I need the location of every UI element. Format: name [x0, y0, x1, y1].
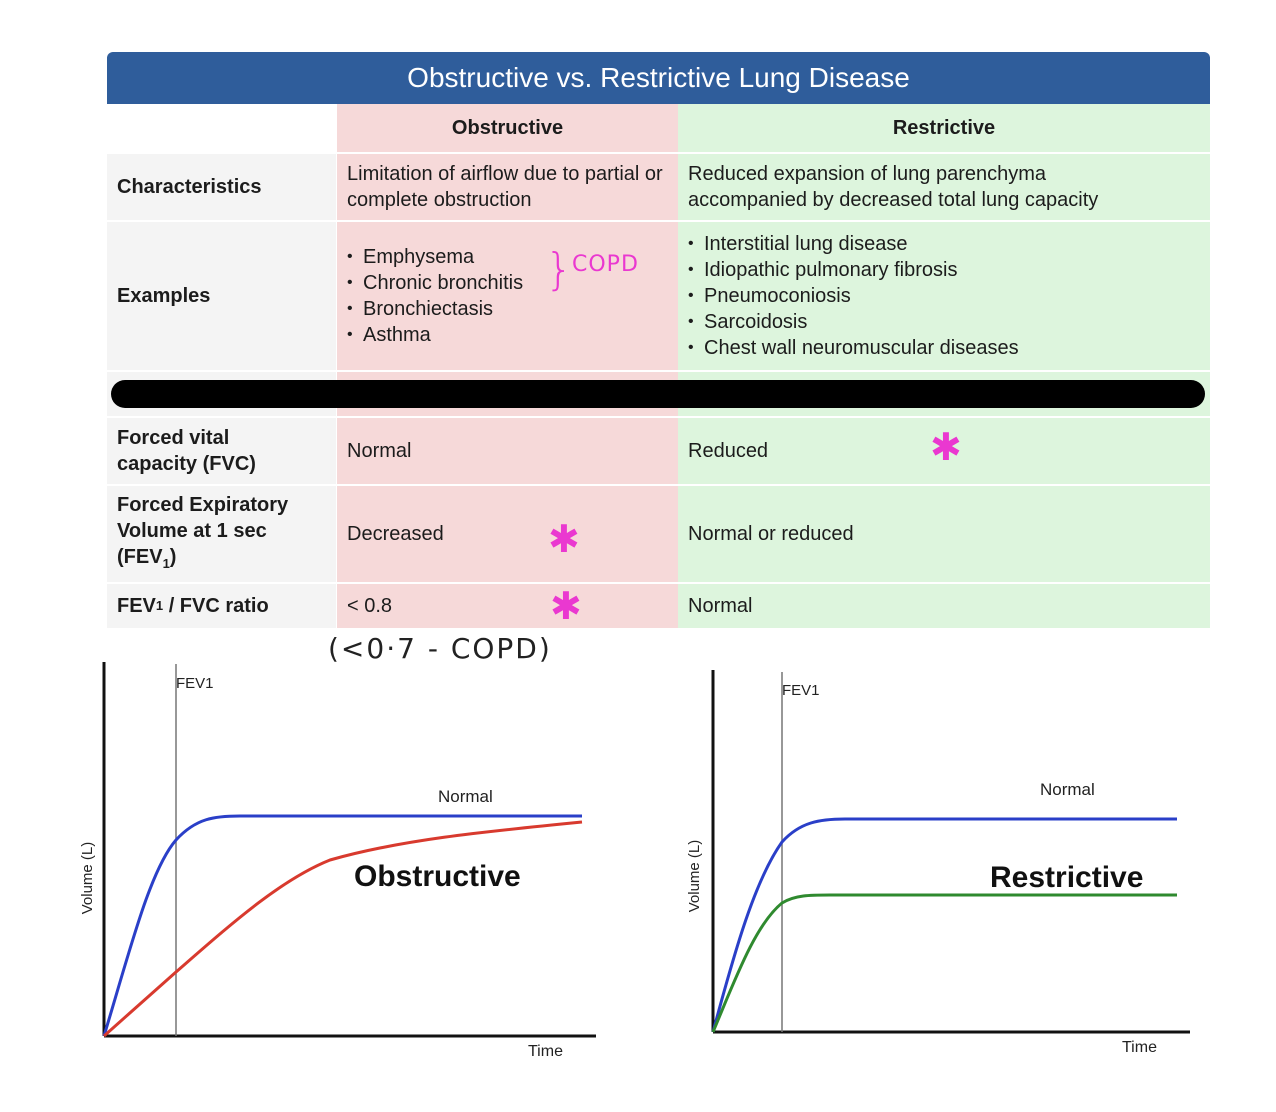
examples-obstructive: Emphysema Chronic bronchitis Bronchiecta… — [337, 222, 678, 370]
list-item: Pneumoconiosis — [688, 283, 1019, 309]
list-item: Chronic bronchitis — [347, 270, 523, 296]
fev1-label-line3: (FEV1) — [117, 545, 177, 571]
ratio-star-mark: ✱ — [550, 584, 582, 628]
list-item: Bronchiectasis — [347, 296, 523, 322]
restrictive-curve — [711, 893, 1177, 1033]
normal-curve-label: Normal — [438, 787, 493, 806]
condition-label: Restrictive — [990, 861, 1143, 894]
fvc-label-line1: Forced vital — [117, 427, 230, 449]
y-axis-label: Volume (L) — [79, 842, 96, 915]
ratio-restrictive: Normal — [678, 584, 1210, 628]
fev1-label-line1: Forced Expiratory — [117, 493, 289, 516]
fvc-restrictive: Reduced — [678, 418, 1210, 484]
row-label-ratio: FEV 1 / FVC ratio — [107, 584, 336, 628]
list-item: Chest wall neuromuscular diseases — [688, 335, 1019, 361]
row-label-examples: Examples — [107, 222, 336, 370]
fev1-obstructive: Decreased — [337, 486, 678, 582]
row-label-fvc: Forced vital capacity (FVC) — [107, 418, 336, 484]
obstructive-diagram: FEV1 Volume (L) Time Normal Obstructive — [79, 662, 596, 1060]
fev1-star-mark: ✱ — [548, 517, 580, 561]
characteristics-obstructive-text: Limitation of airflow due to partial or … — [347, 163, 663, 211]
x-axis-label: Time — [528, 1043, 563, 1060]
examples-restrictive-list: Interstitial lung disease Idiopathic pul… — [688, 231, 1019, 361]
obstructive-curve — [103, 820, 583, 1038]
y-axis-label: Volume (L) — [686, 840, 703, 913]
header-restrictive: Restrictive — [678, 104, 1210, 152]
ratio-copd-note: (<0·7 - COPD) — [328, 632, 552, 665]
restrictive-diagram: FEV1 Volume (L) Time Normal Restrictive — [686, 670, 1190, 1056]
condition-label: Obstructive — [354, 860, 521, 893]
ratio-obstructive: < 0.8 — [337, 584, 678, 628]
x-axis-label: Time — [1122, 1039, 1157, 1056]
fev1-label: FEV1 — [782, 682, 820, 699]
header-obstructive: Obstructive — [337, 104, 678, 152]
normal-curve-label: Normal — [1040, 780, 1095, 799]
examples-obstructive-list: Emphysema Chronic bronchitis Bronchiecta… — [347, 244, 523, 348]
fev1-label-line2: Volume at 1 sec — [117, 519, 267, 542]
examples-restrictive: Interstitial lung disease Idiopathic pul… — [678, 222, 1210, 370]
row-label-characteristics: Characteristics — [107, 154, 336, 220]
fev1-label: FEV1 — [176, 675, 214, 692]
normal-curve — [102, 814, 582, 1037]
list-item: Emphysema — [347, 244, 523, 270]
fvc-star-mark: ✱ — [930, 425, 962, 469]
copd-brace: } — [545, 244, 573, 295]
table-title: Obstructive vs. Restrictive Lung Disease — [107, 52, 1210, 104]
list-item: Interstitial lung disease — [688, 231, 1019, 257]
list-item: Asthma — [347, 322, 523, 348]
redaction-bar — [111, 380, 1205, 408]
list-item: Idiopathic pulmonary fibrosis — [688, 257, 1019, 283]
characteristics-restrictive: Reduced expansion of lung parenchyma acc… — [678, 154, 1210, 220]
fev1-restrictive: Normal or reduced — [678, 486, 1210, 582]
characteristics-obstructive: Limitation of airflow due to partial or … — [337, 154, 678, 220]
copd-note: COPD — [572, 252, 639, 277]
header-blank-cell — [107, 104, 337, 152]
characteristics-restrictive-text: Reduced expansion of lung parenchyma acc… — [688, 163, 1099, 211]
fvc-obstructive: Normal — [337, 418, 678, 484]
row-label-fev1: Forced Expiratory Volume at 1 sec (FEV1) — [107, 486, 336, 582]
list-item: Sarcoidosis — [688, 309, 1019, 335]
fvc-label-line2: capacity (FVC) — [117, 453, 256, 475]
normal-curve — [711, 817, 1177, 1033]
